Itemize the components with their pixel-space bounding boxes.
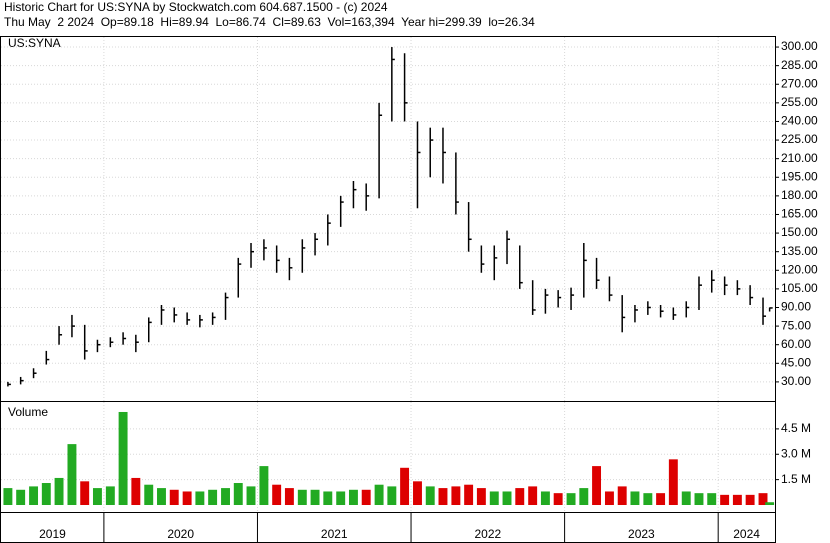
volume-bar — [720, 494, 730, 505]
volume-bar — [259, 466, 269, 505]
volume-tick-label: 3.0 M — [781, 446, 811, 460]
volume-bar — [553, 493, 563, 505]
y-tick-label: 165.00 — [781, 207, 818, 221]
y-tick-label: 75.00 — [781, 318, 811, 332]
volume-bar — [604, 491, 614, 505]
y-tick-label: 210.00 — [781, 151, 818, 165]
volume-tick-label: 4.5 M — [781, 421, 811, 435]
volume-bar — [233, 483, 243, 505]
y-tick-label: 270.00 — [781, 76, 818, 90]
volume-bar — [387, 486, 397, 505]
volume-bar — [54, 477, 64, 505]
volume-bar — [67, 444, 77, 505]
y-tick-label: 90.00 — [781, 300, 811, 314]
volume-bar — [310, 489, 320, 505]
y-tick-label: 300.00 — [781, 39, 818, 53]
volume-bar — [348, 489, 358, 505]
volume-bar — [656, 493, 666, 505]
volume-bar — [105, 486, 115, 505]
volume-bar — [502, 491, 512, 505]
y-tick-label: 150.00 — [781, 225, 818, 239]
volume-bar — [765, 502, 775, 505]
volume-bar — [732, 494, 742, 505]
volume-bar — [131, 477, 141, 505]
y-tick-label: 180.00 — [781, 188, 818, 202]
y-tick-label: 195.00 — [781, 169, 818, 183]
volume-bar — [579, 488, 589, 505]
volume-bar — [157, 488, 166, 505]
volume-bar — [425, 486, 435, 505]
y-tick-label: 240.00 — [781, 114, 818, 128]
year-label: 2019 — [39, 527, 66, 541]
y-tick-label: 255.00 — [781, 95, 818, 109]
volume-bar — [630, 491, 640, 505]
volume-bar — [169, 489, 179, 505]
volume-bar — [182, 491, 192, 505]
year-label: 2020 — [167, 527, 194, 541]
year-label: 2023 — [628, 527, 655, 541]
volume-bar — [272, 484, 282, 505]
volume-bar — [617, 486, 627, 505]
volume-bar — [92, 488, 102, 505]
volume-bar — [451, 486, 461, 505]
volume-bar — [592, 466, 602, 505]
volume-bar — [246, 486, 256, 505]
volume-bar — [80, 481, 90, 505]
volume-bar — [668, 459, 678, 505]
volume-bar — [707, 493, 717, 505]
volume-bar — [413, 481, 422, 505]
volume-bar — [681, 491, 691, 505]
y-tick-label: 30.00 — [781, 374, 811, 388]
volume-bar — [195, 491, 205, 505]
year-label: 2021 — [321, 527, 348, 541]
volume-bar — [438, 488, 448, 505]
symbol-label: US:SYNA — [8, 36, 61, 50]
volume-bar — [643, 493, 653, 505]
volume-bar — [284, 488, 294, 505]
y-tick-label: 225.00 — [781, 132, 818, 146]
volume-bar — [745, 494, 755, 505]
y-tick-label: 105.00 — [781, 281, 818, 295]
volume-bar — [323, 491, 333, 505]
y-tick-label: 135.00 — [781, 244, 818, 258]
y-tick-label: 285.00 — [781, 58, 818, 72]
volume-bar — [336, 491, 346, 505]
volume-bar — [758, 493, 768, 505]
volume-bar — [515, 488, 525, 505]
chart-title: Historic Chart for US:SYNA by Stockwatch… — [4, 0, 388, 14]
volume-bar — [16, 489, 26, 505]
volume-bar — [489, 491, 499, 505]
volume-bar — [528, 486, 538, 505]
y-tick-label: 45.00 — [781, 355, 811, 369]
volume-label: Volume — [8, 405, 48, 419]
volume-tick-label: 1.5 M — [781, 472, 811, 486]
volume-bar — [464, 484, 474, 505]
chart-subtitle: Thu May 2 2024 Op=89.18 Hi=89.94 Lo=86.7… — [4, 15, 535, 29]
volume-bar — [144, 484, 154, 505]
volume-bar — [118, 411, 128, 505]
volume-bar — [41, 483, 51, 505]
volume-bar — [694, 493, 704, 505]
year-label: 2024 — [733, 527, 760, 541]
volume-bar — [400, 467, 410, 505]
volume-bar — [540, 491, 550, 505]
volume-bar — [361, 489, 371, 505]
volume-bar — [208, 489, 218, 505]
volume-bar — [3, 488, 13, 505]
y-tick-label: 120.00 — [781, 262, 818, 276]
year-label: 2022 — [474, 527, 501, 541]
volume-bar — [476, 488, 486, 505]
y-tick-label: 60.00 — [781, 337, 811, 351]
volume-bar — [297, 489, 307, 505]
volume-bar — [221, 488, 230, 505]
volume-bar — [29, 486, 39, 505]
volume-bar — [566, 493, 576, 505]
volume-bar — [374, 484, 384, 505]
